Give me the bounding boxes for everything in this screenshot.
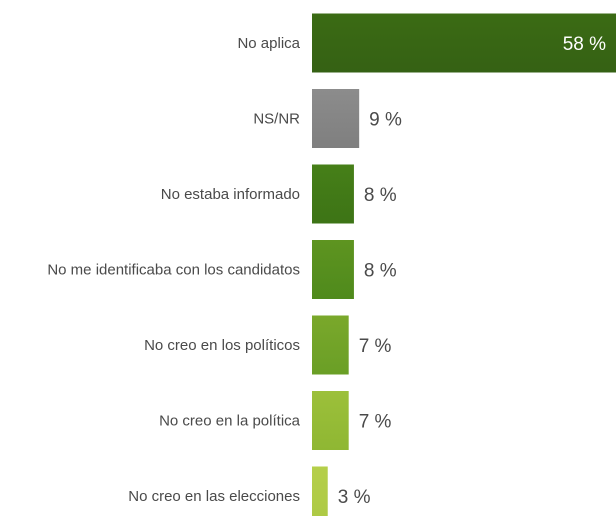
bars-layer xyxy=(312,13,616,516)
bar-no-creo-en-los-politicos xyxy=(312,315,349,375)
bar-no-creo-en-las-elecciones xyxy=(312,466,328,516)
value-label-no-creo-en-la-politica: 7 % xyxy=(359,412,392,433)
category-label-no-creo-en-los-politicos: No creo en los políticos xyxy=(144,337,300,354)
category-label-ns-nr: NS/NR xyxy=(253,111,300,128)
category-label-no-estaba-informado: No estaba informado xyxy=(161,186,300,203)
bar-no-estaba-informado xyxy=(312,164,354,224)
value-label-ns-nr: 9 % xyxy=(369,110,402,131)
value-label-no-creo-en-los-politicos: 7 % xyxy=(359,336,392,357)
value-label-no-estaba-informado: 8 % xyxy=(364,185,397,206)
category-label-no-creo-en-las-elecciones: No creo en las elecciones xyxy=(128,488,300,505)
value-label-no-aplica: 58 % xyxy=(563,34,606,55)
category-label-no-creo-en-la-politica: No creo en la política xyxy=(159,413,301,430)
value-label-no-creo-en-las-elecciones: 3 % xyxy=(338,487,371,508)
value-label-no-me-identificaba-con-los-candidatos: 8 % xyxy=(364,261,397,282)
bar-no-aplica xyxy=(312,13,616,73)
labels-layer: No aplica 58 % NS/NR 9 % No estaba informado… xyxy=(47,34,606,508)
bar-no-creo-en-la-politica xyxy=(312,391,349,450)
category-label-no-me-identificaba-con-los-candidatos: No me identificaba con los candidatos xyxy=(47,262,300,279)
category-label-no-aplica: No aplica xyxy=(237,35,300,52)
bar-no-me-identificaba-con-los-candidatos xyxy=(312,240,354,299)
bar-ns-nr xyxy=(312,89,360,148)
